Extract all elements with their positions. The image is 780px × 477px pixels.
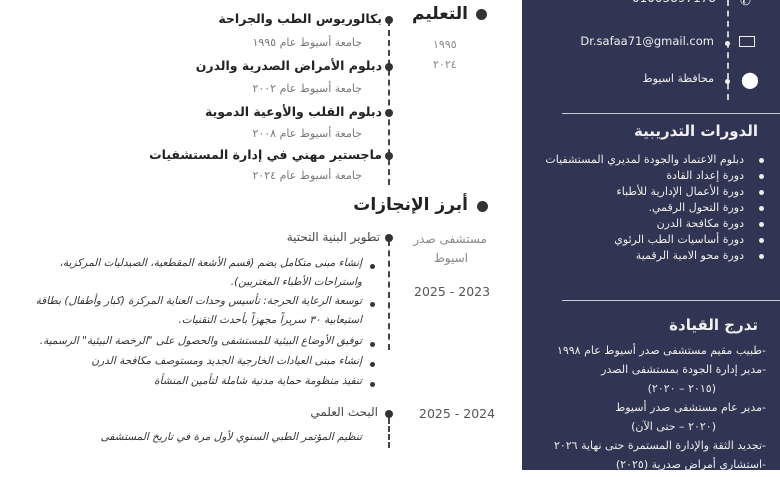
achievement-line: توفيق الأوضاع البيئية للمستشفى والحصول ع…: [39, 335, 362, 347]
bullet: [759, 158, 764, 163]
location-pin-icon: ⬤: [741, 70, 759, 89]
phone-text: 01003897178: [632, 0, 716, 5]
bullet: [759, 190, 764, 195]
course-label: دورة التحول الرقمي.: [648, 201, 744, 214]
leadership-title: تدرج القيادة: [669, 316, 758, 334]
course-label: دورة الأعمال الإدارية للأطباء: [616, 185, 744, 198]
course-item: دورة أساسيات الطب الرئوي: [545, 233, 766, 249]
timeline-dot: [385, 109, 393, 117]
achievement-heading: البحث العلمي: [310, 405, 378, 419]
achievements-title: أبرز الإنجازات: [353, 195, 468, 215]
achievement-line: إنشاء مبنى متكامل يضم (قسم الأشعة المقطع…: [59, 257, 362, 269]
education-year-end: ٢٠٢٤: [433, 58, 457, 71]
leadership-line: -مدير عام مستشفى صدر أسيوط: [615, 401, 766, 414]
bullet: [759, 206, 764, 211]
degree: بكالوريوس الطب والجراحة: [218, 11, 382, 26]
bullet: [759, 222, 764, 227]
course-item: دورة إعداد القادة: [545, 169, 766, 185]
phone-icon: ✆: [740, 0, 751, 9]
leadership-line: -مدير إدارة الجودة بمستشفى الصدر: [601, 363, 766, 376]
bullet: [759, 174, 764, 179]
education-bullet: [476, 9, 487, 20]
timeline-dot: [385, 152, 393, 160]
achievement-line: تنظيم المؤتمر الطبي السنوي لأول مرة في ت…: [100, 431, 362, 443]
school: جامعة أسيوط عام ٢٠٠٢: [252, 82, 362, 95]
research-timeline: [388, 418, 390, 448]
course-label: دورة إعداد القادة: [666, 169, 744, 182]
place: اسيوط: [433, 251, 468, 265]
course-item: دورة محو الامية الرقمية: [545, 249, 766, 265]
course-label: دورة أساسيات الطب الرئوي: [614, 233, 744, 246]
timeline-dot: [385, 410, 393, 418]
degree: ماجستير مهني في إدارة المستشفيات: [149, 147, 382, 162]
course-label: دبلوم الاعتماد والجودة لمديري المستشفيات: [545, 153, 744, 166]
bullet: [759, 254, 764, 259]
school: جامعة أسيوط عام ٢٠٠٨: [252, 127, 362, 140]
contact-timeline: [727, 0, 729, 100]
education-title: التعليم: [412, 4, 468, 24]
leadership-line: -استشاري أمراض صدرية (٢٠٢٥): [615, 458, 766, 471]
timeline-dot: [385, 234, 393, 242]
achievement-line: واستراحات الأطباء المغتربين).: [230, 276, 362, 288]
degree: دبلوم الأمراض الصدرية والدرن: [195, 58, 382, 73]
period: 2025 - 2024: [419, 406, 496, 421]
email-text: Dr.safaa71@gmail.com: [580, 34, 714, 48]
achievement-line: إنشاء مبنى العيادات الخارجية الجديد ومست…: [91, 355, 362, 367]
envelope-icon: [739, 36, 755, 47]
achievements-bullet: [477, 201, 488, 212]
education-timeline: [388, 20, 390, 185]
timeline-dot: [385, 16, 393, 24]
leadership-line: (٢٠٢٠ – حتى الآن): [631, 420, 716, 433]
courses-title: الدورات التدريبية: [633, 122, 758, 140]
achievement-line: تنفيذ منظومة حماية مدنية شاملة لتأمين ال…: [154, 375, 362, 387]
leadership-line: -تجديد الثقة والإدارة المستمرة حتى نهاية…: [553, 439, 766, 452]
achievement-line: توسعة الرعاية الحرجة: تأسيس وحدات العناي…: [35, 295, 362, 307]
divider: [562, 300, 780, 301]
sidebar-panel: 01003897178 ✆ Dr.safaa71@gmail.com محافظ…: [522, 0, 780, 471]
achievement-heading: تطوير البنية التحتية: [286, 230, 380, 244]
school: جامعة أسيوط عام ١٩٩٥: [252, 36, 362, 49]
achievements-timeline: [388, 240, 390, 350]
course-item: دورة التحول الرقمي.: [545, 201, 766, 217]
bullet: [759, 238, 764, 243]
course-item: دورة مكافحة الدرن: [545, 217, 766, 233]
timeline-dot: [385, 63, 393, 71]
course-label: دورة مكافحة الدرن: [656, 217, 744, 230]
period: 2025 - 2023: [414, 284, 491, 299]
school: جامعة أسيوط عام ٢٠٢٤: [252, 169, 362, 182]
course-label: دورة محو الامية الرقمية: [635, 249, 744, 262]
education-year-start: ١٩٩٥: [433, 38, 457, 51]
leadership-line: (٢٠١٥ – ٢٠٢٠): [647, 382, 716, 395]
divider: [562, 113, 780, 114]
location-text: محافظة اسيوط: [642, 72, 714, 85]
degree: دبلوم القلب والأوعية الدموية: [205, 104, 382, 119]
course-item: دورة الأعمال الإدارية للأطباء: [545, 185, 766, 201]
place: مستشفى صدر: [413, 232, 487, 246]
course-item: دبلوم الاعتماد والجودة لمديري المستشفيات: [545, 153, 766, 169]
leadership-line: -طبيب مقيم مستشفى صدر أسيوط عام ١٩٩٨: [556, 344, 766, 357]
achievement-line: استيعابية ٣٠ سريراً مجهزاً بأحدث التقنيا…: [178, 314, 362, 326]
